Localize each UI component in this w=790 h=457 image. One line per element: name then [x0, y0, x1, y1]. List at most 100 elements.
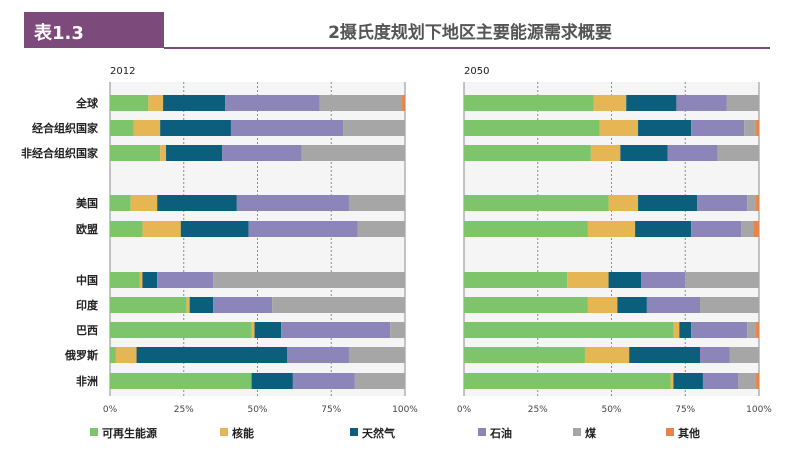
bar-segment [166, 145, 223, 161]
bar-segment [142, 221, 181, 237]
bar-segment [354, 373, 405, 389]
bar-segment [744, 120, 757, 136]
bar-segment [756, 120, 759, 136]
legend-label: 核能 [232, 426, 254, 440]
bar-segment [676, 95, 727, 111]
bar-segment [717, 145, 759, 161]
bar-segment [110, 221, 143, 237]
category-label: 俄罗斯 [64, 348, 98, 362]
legend-swatch [350, 428, 358, 436]
bar-segment [673, 373, 703, 389]
bar-segment [160, 120, 231, 136]
bar-segment [343, 120, 405, 136]
bar-segment [402, 95, 405, 111]
category-label: 美国 [76, 196, 98, 210]
bar-segment [747, 195, 757, 211]
header-badge-label: 表1.3 [34, 22, 84, 44]
x-tick-label: 50% [247, 405, 267, 415]
legend-swatch [478, 428, 486, 436]
legend-item: 可再生能源 [90, 426, 157, 440]
bar-segment [756, 322, 759, 338]
legend-swatch [573, 428, 581, 436]
bar-segment [608, 272, 641, 288]
x-tick-label: 25% [174, 405, 194, 415]
bar-segment [281, 322, 391, 338]
bar-segment [753, 221, 759, 237]
bar-segment [679, 322, 692, 338]
bar-segment [142, 272, 158, 288]
bar-segment [629, 347, 700, 363]
bar-segment [110, 145, 161, 161]
panel-title: 2012 [110, 66, 135, 77]
bar-segment [608, 195, 639, 211]
bar-segment [587, 297, 618, 313]
bar-segment [747, 322, 757, 338]
bar-segment [157, 195, 237, 211]
x-tick-label: 75% [675, 405, 695, 415]
bar-segment [464, 347, 585, 363]
plot-area: 2012 0% 25% 50% 75% 100% 全球经合组织国家非经合组织国家美国欧盟中国… [21, 66, 772, 415]
bar-segment [139, 272, 143, 288]
bar-segment [464, 145, 591, 161]
bar-segment [251, 373, 293, 389]
bar-segment [213, 297, 273, 313]
bar-segment [130, 195, 158, 211]
bar-segment [213, 272, 405, 288]
bar-segment [584, 347, 630, 363]
bar-segment [222, 145, 302, 161]
x-tick-label: 0% [103, 405, 118, 415]
bar-segment [587, 221, 636, 237]
bar-segment [697, 195, 748, 211]
x-tick-label: 0% [457, 405, 472, 415]
panel-title: 2050 [464, 66, 489, 77]
bar-segment [738, 373, 757, 389]
legend-swatch [220, 428, 228, 436]
legend-label: 可再生能源 [102, 426, 157, 440]
bar-segment [110, 120, 134, 136]
bar-segment [464, 297, 588, 313]
x-tick-label: 25% [528, 405, 548, 415]
bar-segment [357, 221, 405, 237]
category-label: 中国 [76, 273, 98, 287]
legend-item: 核能 [220, 426, 254, 440]
bar-segment [635, 221, 692, 237]
x-tick-label: 100% [392, 405, 418, 415]
bar-segment [251, 322, 255, 338]
bar-segment [599, 120, 639, 136]
x-tick-label: 100% [746, 405, 772, 415]
bar-segment [590, 145, 621, 161]
bar-segment [464, 95, 594, 111]
bar-segment [292, 373, 355, 389]
category-label: 巴西 [76, 324, 98, 337]
x-tick-label: 50% [601, 405, 621, 415]
bar-segment [702, 373, 739, 389]
legend-label: 其他 [678, 426, 700, 440]
bar-segment [160, 145, 167, 161]
bar-segment [691, 120, 745, 136]
bar-segment [110, 297, 187, 313]
bar-segment [110, 95, 149, 111]
bar-segment [729, 347, 759, 363]
bar-segment [110, 373, 252, 389]
bar-segment [685, 272, 759, 288]
category-label: 欧盟 [76, 222, 98, 236]
bar-segment [287, 347, 349, 363]
bar-segment [236, 195, 349, 211]
bar-segment [254, 322, 282, 338]
bar-segment [348, 195, 405, 211]
bar-segment [617, 297, 647, 313]
bar-segment [301, 145, 405, 161]
bar-segment [756, 373, 759, 389]
bar-segment [646, 297, 700, 313]
bar-segment [115, 347, 137, 363]
category-label: 非洲 [76, 374, 98, 388]
x-tick-label: 75% [321, 405, 341, 415]
bar-segment [700, 297, 759, 313]
bar-segment [230, 120, 344, 136]
bar-segment [638, 195, 698, 211]
bar-segment [567, 272, 609, 288]
legend-label: 煤 [585, 426, 597, 440]
bar-segment [464, 322, 674, 338]
